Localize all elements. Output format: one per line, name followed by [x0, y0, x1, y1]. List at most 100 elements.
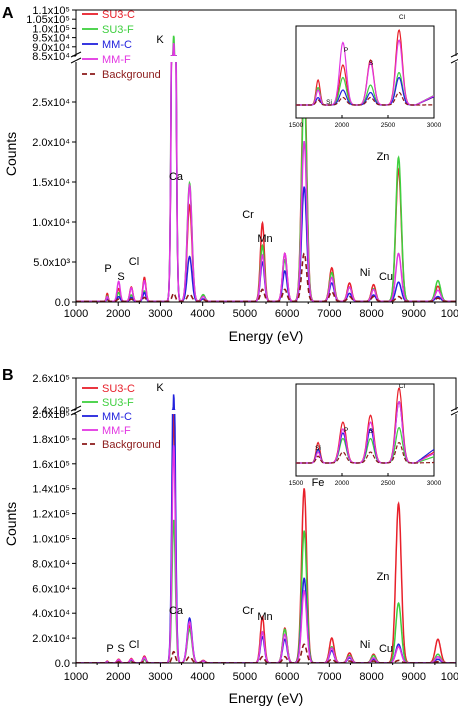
inset-peak-annotation: Cl	[399, 14, 406, 21]
x-tick-label: 7000	[317, 671, 341, 683]
legend-label: Background	[102, 439, 161, 451]
inset-peak-annotation: Si	[326, 99, 332, 106]
x-tick-label: 1000	[64, 671, 88, 683]
y-tick-label: 4.0x10⁴	[32, 608, 70, 620]
x-tick-label: 8000	[359, 308, 383, 320]
legend-label: SU3-C	[102, 383, 135, 395]
legend-label: MM-C	[102, 411, 132, 423]
inset-series-line	[296, 91, 434, 106]
x-tick-label: 10000	[441, 671, 458, 683]
inset-x-tick-label: 1500	[289, 480, 304, 487]
peak-annotation: S	[117, 643, 124, 655]
peak-annotation: S	[117, 271, 124, 283]
y-tick-label: 8.0x10⁴	[32, 558, 70, 570]
inset-x-tick-label: 2000	[335, 122, 350, 129]
y-tick-label: 6.0x10⁴	[32, 583, 70, 595]
axis-break-gap	[70, 56, 458, 62]
y-tick-label: 0.0	[55, 658, 70, 670]
panel-label: A	[2, 5, 14, 22]
peak-annotation: Cr	[242, 605, 254, 617]
inset-x-tick-label: 2500	[381, 122, 396, 129]
peak-annotation: Ca	[169, 171, 184, 183]
y-tick-label: 1.8x10⁵	[32, 434, 70, 446]
x-tick-label: 4000	[190, 671, 214, 683]
legend-label: MM-F	[102, 425, 131, 437]
y-tick-label: 9.0x10⁴	[32, 42, 70, 54]
y-tick-label: 5.0x10³	[33, 257, 70, 269]
inset-series-line	[296, 441, 434, 464]
axis-break-mark	[450, 410, 458, 416]
x-tick-label: 9000	[402, 671, 426, 683]
x-axis-label: Energy (eV)	[229, 690, 304, 706]
peak-annotation: Cl	[129, 639, 139, 651]
y-tick-label: 1.4x10⁵	[32, 484, 70, 496]
inset-peak-annotation: P	[344, 427, 348, 434]
inset-peak-annotation: P	[344, 47, 348, 54]
peak-annotation: Ni	[360, 639, 370, 651]
inset-x-tick-label: 1500	[289, 122, 304, 129]
inset-peak-annotation: Cl	[399, 383, 406, 390]
peak-annotation: Zn	[377, 571, 390, 583]
y-tick-label: 1.0x10⁵	[32, 23, 70, 35]
peak-annotation: Zn	[377, 151, 390, 163]
inset-peak-annotation: S	[369, 60, 374, 67]
y-tick-label: 0.0	[55, 297, 70, 309]
peak-annotation: Mn	[257, 233, 272, 245]
x-tick-label: 6000	[275, 308, 299, 320]
x-tick-label: 2000	[106, 308, 130, 320]
x-tick-label: 8000	[359, 671, 383, 683]
peak-annotation: P	[104, 263, 111, 275]
x-tick-label: 5000	[233, 671, 257, 683]
x-tick-label: 1000	[64, 308, 88, 320]
x-tick-label: 9000	[402, 308, 426, 320]
axis-break-mark	[450, 406, 458, 412]
x-tick-label: 3000	[148, 671, 172, 683]
inset-x-tick-label: 3000	[427, 122, 442, 129]
legend-label: MM-F	[102, 54, 131, 66]
x-tick-label: 3000	[148, 308, 172, 320]
legend-label: SU3-F	[102, 24, 134, 36]
inset-peak-annotation: Si	[315, 445, 321, 452]
y-tick-label: 9.5x10⁴	[32, 33, 70, 45]
x-tick-label: 2000	[106, 671, 130, 683]
peak-annotation: Cl	[129, 256, 139, 268]
panel-label: B	[2, 367, 14, 384]
y-tick-label: 2.6x10⁵	[32, 373, 70, 385]
inset-frame	[295, 25, 435, 119]
y-tick-label: 1.2x10⁵	[32, 509, 70, 521]
x-axis-label: Energy (eV)	[229, 328, 304, 344]
peak-annotation: Ni	[360, 267, 370, 279]
y-tick-label: 1.1x10⁵	[32, 5, 70, 17]
y-axis-label: Counts	[3, 502, 19, 546]
y-axis-label: Counts	[3, 132, 19, 176]
peak-annotation: P	[106, 643, 113, 655]
axis-break-mark	[450, 58, 458, 64]
chart-panel-A: 1000 2000 3000 4000 5000 6000 7000 8000 9000 100 0…	[2, 5, 458, 344]
y-tick-label: 2.0x10⁵	[32, 409, 70, 421]
y-tick-label: 2.5x10⁴	[32, 97, 70, 109]
y-tick-label: 1.6x10⁵	[32, 459, 70, 471]
y-tick-label: 1.0x10⁵	[32, 534, 70, 546]
legend-label: SU3-F	[102, 397, 134, 409]
x-tick-label: 5000	[233, 308, 257, 320]
chart-panel-B: 1000 2000 3000 4000 5000 6000 7000 8000 9000 100 0…	[2, 367, 458, 706]
inset-plot: 1500 2000 2500 3000 Si P S Cl	[289, 14, 442, 129]
axis-break-gap	[70, 410, 458, 414]
peak-annotation: Ca	[169, 605, 184, 617]
axis-break-mark	[70, 57, 82, 64]
y-tick-label: 1.05x10⁵	[26, 14, 70, 26]
x-tick-label: 6000	[275, 671, 299, 683]
peak-annotation: K	[156, 382, 164, 394]
inset-x-tick-label: 2000	[335, 480, 350, 487]
y-tick-label: 1.5x10⁴	[32, 177, 70, 189]
peak-annotation: Cu	[379, 643, 393, 655]
inset-plot: 1500 2000 2500 3000 Si P S Cl	[289, 383, 442, 487]
y-tick-label: 8.5x10⁴	[32, 51, 70, 63]
y-tick-label: 2.4x10⁵	[32, 405, 70, 417]
series-line-background	[76, 252, 456, 302]
y-tick-label: 1.0x10⁴	[32, 217, 70, 229]
inset-x-tick-label: 2500	[381, 480, 396, 487]
peak-annotation: Mn	[257, 611, 272, 623]
x-tick-label: 7000	[317, 308, 341, 320]
